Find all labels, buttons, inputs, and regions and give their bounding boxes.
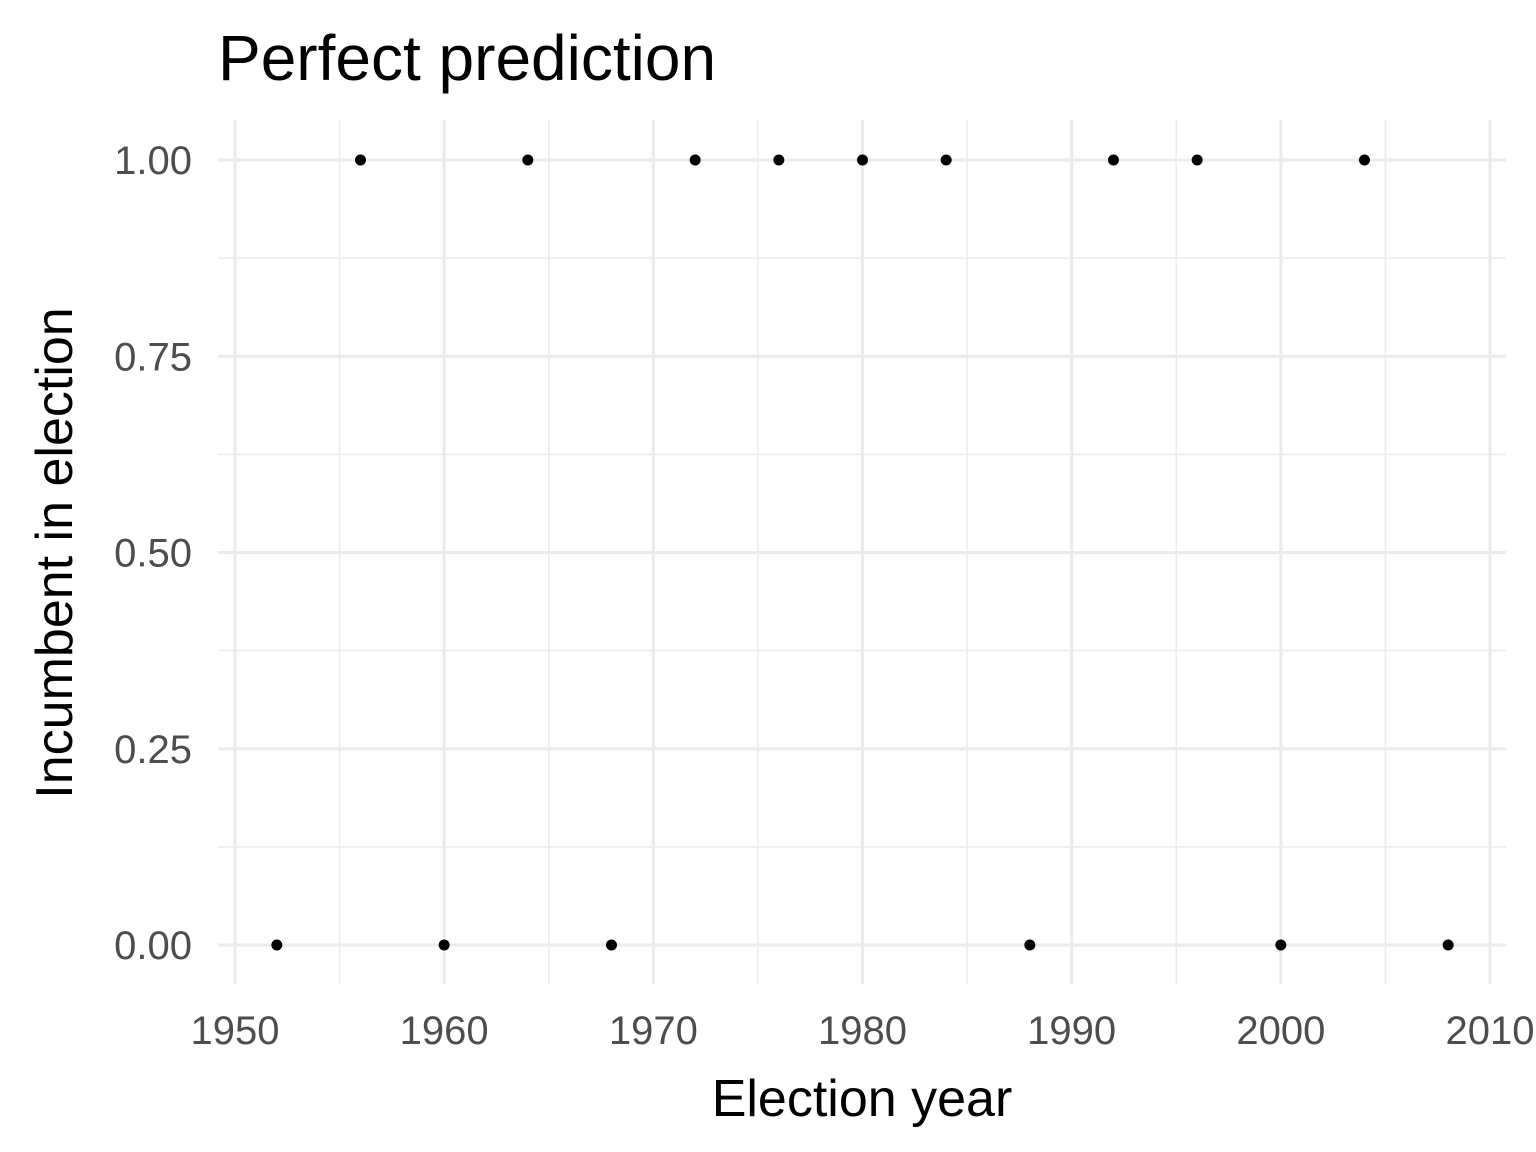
y-tick-label: 0.75 bbox=[114, 335, 192, 379]
data-point bbox=[1108, 154, 1119, 166]
data-point bbox=[522, 154, 534, 166]
x-tick-label: 1990 bbox=[1027, 1009, 1116, 1053]
y-tick-label: 0.00 bbox=[114, 924, 192, 968]
y-axis-title: Incumbent in election bbox=[26, 307, 84, 798]
data-point bbox=[689, 154, 701, 166]
data-point bbox=[271, 939, 283, 951]
x-tick-label: 1960 bbox=[400, 1009, 489, 1053]
data-point bbox=[1442, 939, 1454, 951]
y-tick-label: 0.50 bbox=[114, 532, 192, 576]
data-point bbox=[355, 154, 366, 166]
data-point bbox=[773, 154, 785, 166]
grid bbox=[218, 120, 1506, 984]
x-tick-label: 1950 bbox=[191, 1009, 280, 1053]
x-tick-label: 1970 bbox=[609, 1009, 698, 1053]
data-point bbox=[1191, 154, 1203, 166]
data-point bbox=[438, 939, 450, 951]
y-axis-ticks: 0.00 0.25 0.50 0.75 1.00 bbox=[114, 139, 192, 968]
data-point bbox=[1275, 939, 1287, 951]
x-tick-label: 2010 bbox=[1446, 1009, 1535, 1053]
data-points bbox=[271, 154, 1454, 951]
data-point bbox=[940, 154, 952, 166]
x-tick-label: 2000 bbox=[1236, 1009, 1325, 1053]
x-tick-label: 1980 bbox=[818, 1009, 907, 1053]
data-point bbox=[606, 939, 617, 951]
x-axis-ticks: 1950 1960 1970 1980 1990 2000 2010 bbox=[191, 1009, 1535, 1053]
chart-title: Perfect prediction bbox=[218, 22, 716, 94]
y-tick-label: 1.00 bbox=[114, 139, 192, 183]
data-point bbox=[1359, 154, 1370, 166]
data-point bbox=[1024, 939, 1036, 951]
y-tick-label: 0.25 bbox=[114, 728, 192, 772]
x-axis-title: Election year bbox=[712, 1070, 1013, 1128]
data-point bbox=[857, 154, 868, 166]
